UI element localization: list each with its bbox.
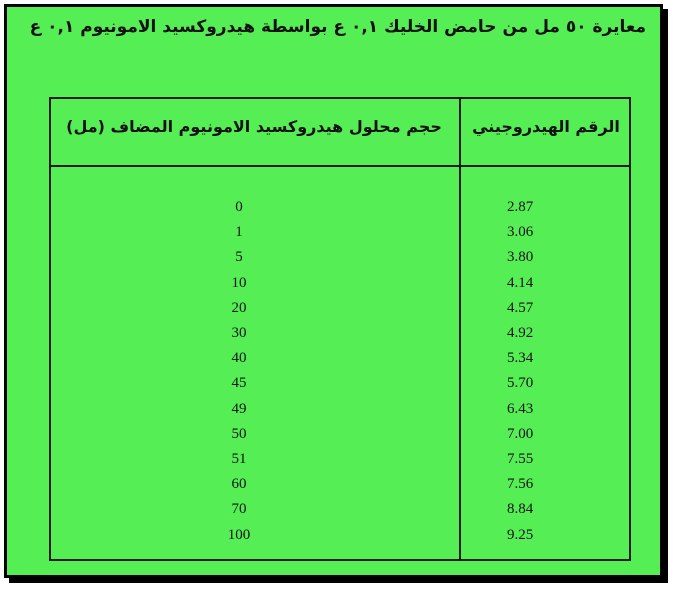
cell-ph: 7.55	[507, 451, 534, 467]
cell-ph: 4.14	[507, 274, 534, 291]
cell-volume: 50	[231, 425, 247, 442]
table-row: 45 5.70	[51, 375, 629, 399]
cell-ph: 7.56	[507, 476, 534, 493]
cell-ph: 9.25	[507, 526, 534, 543]
table-row: 100 9.25	[51, 527, 629, 551]
table-row: 5 3.80	[51, 249, 629, 273]
column-header-volume: حجم محلول هيدروكسيد الامونيوم المضاف (مل…	[66, 117, 442, 136]
table-row: 1 3.06	[51, 224, 629, 248]
cell-ph: 3.80	[507, 249, 534, 266]
cell-ph: 4.57	[507, 299, 534, 316]
cell-ph: 5.34	[507, 350, 534, 367]
document-frame: معايرة ٥٠ مل من حامض الخليك ٠,١ ع بواسطة…	[4, 4, 663, 578]
cell-ph: 2.87	[507, 199, 534, 215]
cell-volume: 51	[231, 451, 247, 467]
table-row: 51 7.55	[51, 451, 629, 475]
table-row: 20 4.57	[51, 300, 629, 324]
cell-ph: 8.84	[507, 501, 534, 518]
table-row: 0 2.87	[51, 199, 629, 223]
cell-volume: 70	[231, 501, 247, 518]
cell-volume: 100	[227, 526, 251, 543]
table-row: 49 6.43	[51, 401, 629, 425]
cell-volume: 0	[235, 199, 243, 215]
column-divider	[459, 99, 461, 559]
cell-volume: 10	[231, 274, 247, 291]
cell-volume: 30	[231, 325, 247, 341]
cell-volume: 40	[231, 350, 247, 367]
titration-table: حجم محلول هيدروكسيد الامونيوم المضاف (مل…	[49, 97, 631, 561]
table-row: 50 7.00	[51, 426, 629, 450]
cell-volume: 1	[235, 224, 243, 241]
cell-ph: 4.92	[507, 325, 534, 341]
cell-volume: 5	[235, 249, 243, 266]
header-divider	[51, 165, 629, 167]
cell-ph: 5.70	[507, 375, 534, 392]
table-row: 10 4.14	[51, 275, 629, 299]
cell-volume: 60	[231, 476, 247, 493]
cell-volume: 20	[231, 299, 247, 316]
column-header-ph: الرقم الهيدروجيني	[472, 117, 620, 136]
cell-volume: 45	[231, 375, 247, 392]
cell-ph: 7.00	[507, 425, 534, 442]
cell-volume: 49	[231, 400, 247, 417]
cell-ph: 6.43	[507, 400, 534, 417]
table-row: 60 7.56	[51, 476, 629, 500]
table-row: 30 4.92	[51, 325, 629, 349]
page-title: معايرة ٥٠ مل من حامض الخليك ٠,١ ع بواسطة…	[29, 17, 646, 37]
table-row: 40 5.34	[51, 350, 629, 374]
table-row: 70 8.84	[51, 501, 629, 525]
cell-ph: 3.06	[507, 224, 534, 241]
